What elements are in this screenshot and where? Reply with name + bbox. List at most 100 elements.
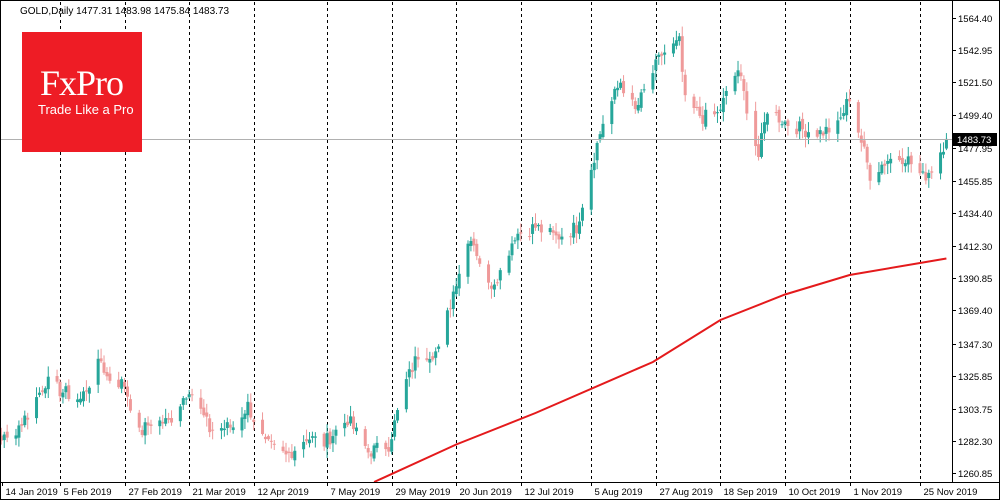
candle-body xyxy=(657,54,661,57)
candle-body xyxy=(798,121,802,132)
y-tick-label: 1369.40 xyxy=(958,306,992,317)
candle-body xyxy=(161,421,165,424)
x-tick-label: 27 Feb 2019 xyxy=(129,487,182,498)
y-tick-label: 1434.40 xyxy=(958,209,992,220)
candle-body xyxy=(472,238,476,246)
y-tick-label: 1477.95 xyxy=(958,144,992,155)
candle-body xyxy=(868,164,872,181)
candle-body xyxy=(164,418,168,424)
y-tick-label: 1455.85 xyxy=(958,177,992,188)
candle-body xyxy=(352,416,356,430)
candle-body xyxy=(43,388,47,394)
x-tick-label: 5 Feb 2019 xyxy=(64,487,112,498)
candle-body xyxy=(81,391,85,402)
candle-body xyxy=(616,87,620,91)
candle-body xyxy=(783,121,787,125)
candle-body xyxy=(328,431,332,445)
candle-body xyxy=(120,379,124,389)
candle-body xyxy=(569,236,573,238)
candle-body xyxy=(334,429,338,436)
candle-body xyxy=(736,70,740,77)
candle-body xyxy=(246,401,250,416)
candle-body xyxy=(466,243,470,277)
candle-body xyxy=(272,443,276,445)
candle-body xyxy=(448,308,452,310)
x-tick-label: 12 Apr 2019 xyxy=(258,487,309,498)
moving-average-layer xyxy=(373,257,947,483)
candle-body xyxy=(818,130,822,135)
candle-body xyxy=(184,398,188,400)
candle-body xyxy=(35,397,39,419)
candle-body xyxy=(478,258,482,264)
candle-body xyxy=(2,434,6,441)
candle-body xyxy=(516,233,520,241)
candle-body xyxy=(228,424,232,428)
candle-body xyxy=(199,397,203,409)
candle-body xyxy=(883,163,887,166)
candle-body xyxy=(845,99,849,116)
candle-body xyxy=(560,236,564,240)
candle-body xyxy=(578,221,582,234)
x-tick-label: 27 Aug 2019 xyxy=(660,487,713,498)
candle-body xyxy=(396,410,400,421)
candle-body xyxy=(404,379,408,410)
candle-body xyxy=(572,222,576,238)
candle-body xyxy=(437,346,441,349)
candle-body xyxy=(390,439,394,452)
candle-body xyxy=(205,412,209,417)
candle-body xyxy=(305,439,309,442)
candle-body xyxy=(384,442,388,450)
candle-body xyxy=(613,88,617,100)
candle-body xyxy=(190,394,194,396)
candle-body xyxy=(126,386,130,397)
candle-body xyxy=(630,92,634,100)
candle-body xyxy=(369,453,373,457)
y-tick-label: 1542.95 xyxy=(958,46,992,57)
x-tick-label: 7 May 2019 xyxy=(331,487,381,498)
candle-body xyxy=(821,132,825,136)
candle-body xyxy=(680,36,684,72)
candle-body xyxy=(539,224,543,233)
candle-body xyxy=(510,243,514,256)
candle-body xyxy=(660,53,664,56)
candle-body xyxy=(128,399,132,411)
x-axis-ticks: 14 Jan 2019 5 Feb 2019 27 Feb 2019 21 Mar 2… xyxy=(2,482,977,498)
candle-body xyxy=(804,130,808,137)
candle-body xyxy=(939,152,943,174)
candle-body xyxy=(713,111,717,115)
candle-body xyxy=(475,243,479,257)
candle-body xyxy=(14,435,18,439)
candle-body xyxy=(801,118,805,130)
candle-body xyxy=(836,120,840,134)
x-tick-label: 14 Jan 2019 xyxy=(6,487,58,498)
x-tick-label: 10 Oct 2019 xyxy=(789,487,841,498)
fxpro-logo: FxPro Trade Like a Pro xyxy=(22,32,142,152)
candle-body xyxy=(325,433,329,448)
candle-body xyxy=(469,241,473,246)
candle-body xyxy=(108,373,112,381)
y-tick-label: 1325.85 xyxy=(958,372,992,383)
candle-body xyxy=(428,359,432,363)
candle-body xyxy=(425,358,429,361)
candle-body xyxy=(454,286,458,295)
candle-body xyxy=(918,163,922,174)
candle-body xyxy=(140,429,144,435)
candle-body xyxy=(554,231,558,236)
candle-body xyxy=(310,436,314,438)
candle-body xyxy=(269,440,273,442)
candle-body xyxy=(87,387,91,394)
candle-body xyxy=(806,132,810,138)
current-price-label: 1483.73 xyxy=(957,135,991,146)
candle-body xyxy=(143,422,147,436)
candle-body xyxy=(642,89,646,91)
logo-brand: FxPro xyxy=(40,63,124,103)
y-axis-ticks: 1564.40 1542.95 1521.50 1499.40 1477.95 1455.… xyxy=(952,14,992,480)
candle-body xyxy=(765,113,769,125)
candle-body xyxy=(862,140,866,147)
candle-body xyxy=(410,370,414,373)
candle-body xyxy=(287,451,291,453)
candle-body xyxy=(880,164,884,174)
candle-body xyxy=(498,270,502,281)
candle-body xyxy=(900,157,904,165)
